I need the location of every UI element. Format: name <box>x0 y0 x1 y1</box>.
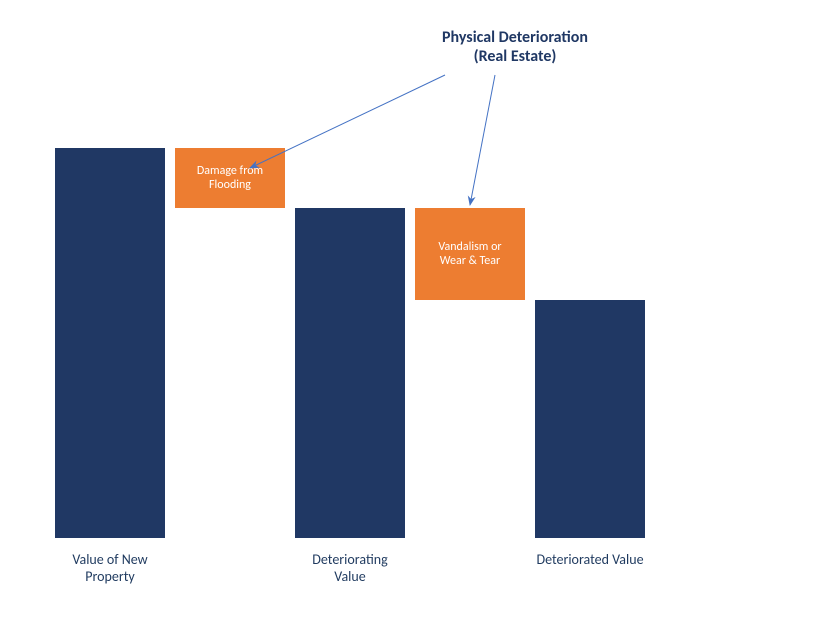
connector-vandalism-line1: Vandalism or <box>438 240 501 254</box>
connector-flooding-line2: Flooding <box>209 178 251 192</box>
bar-deteriorated-value <box>535 300 645 538</box>
connector-vandalism-line2: Wear & Tear <box>440 254 500 268</box>
x-label-deteriorating-value: Deteriorating Value <box>270 552 430 586</box>
arrow-to-vandalism <box>470 75 495 205</box>
x-label-deteriorated-value: Deteriorated Value <box>510 552 670 569</box>
bar-deteriorating-value <box>295 208 405 538</box>
connector-flooding: Damage from Flooding <box>175 148 285 208</box>
bar-new-property <box>55 148 165 538</box>
connector-flooding-line1: Damage from <box>197 164 263 178</box>
chart-title-line2: (Real Estate) <box>474 47 557 66</box>
connector-vandalism: Vandalism or Wear & Tear <box>415 208 525 300</box>
chart-title-line1: Physical Deterioration <box>442 28 588 47</box>
x-label-new-property: Value of New Property <box>30 552 190 586</box>
chart-title: Physical Deterioration (Real Estate) <box>395 28 635 66</box>
